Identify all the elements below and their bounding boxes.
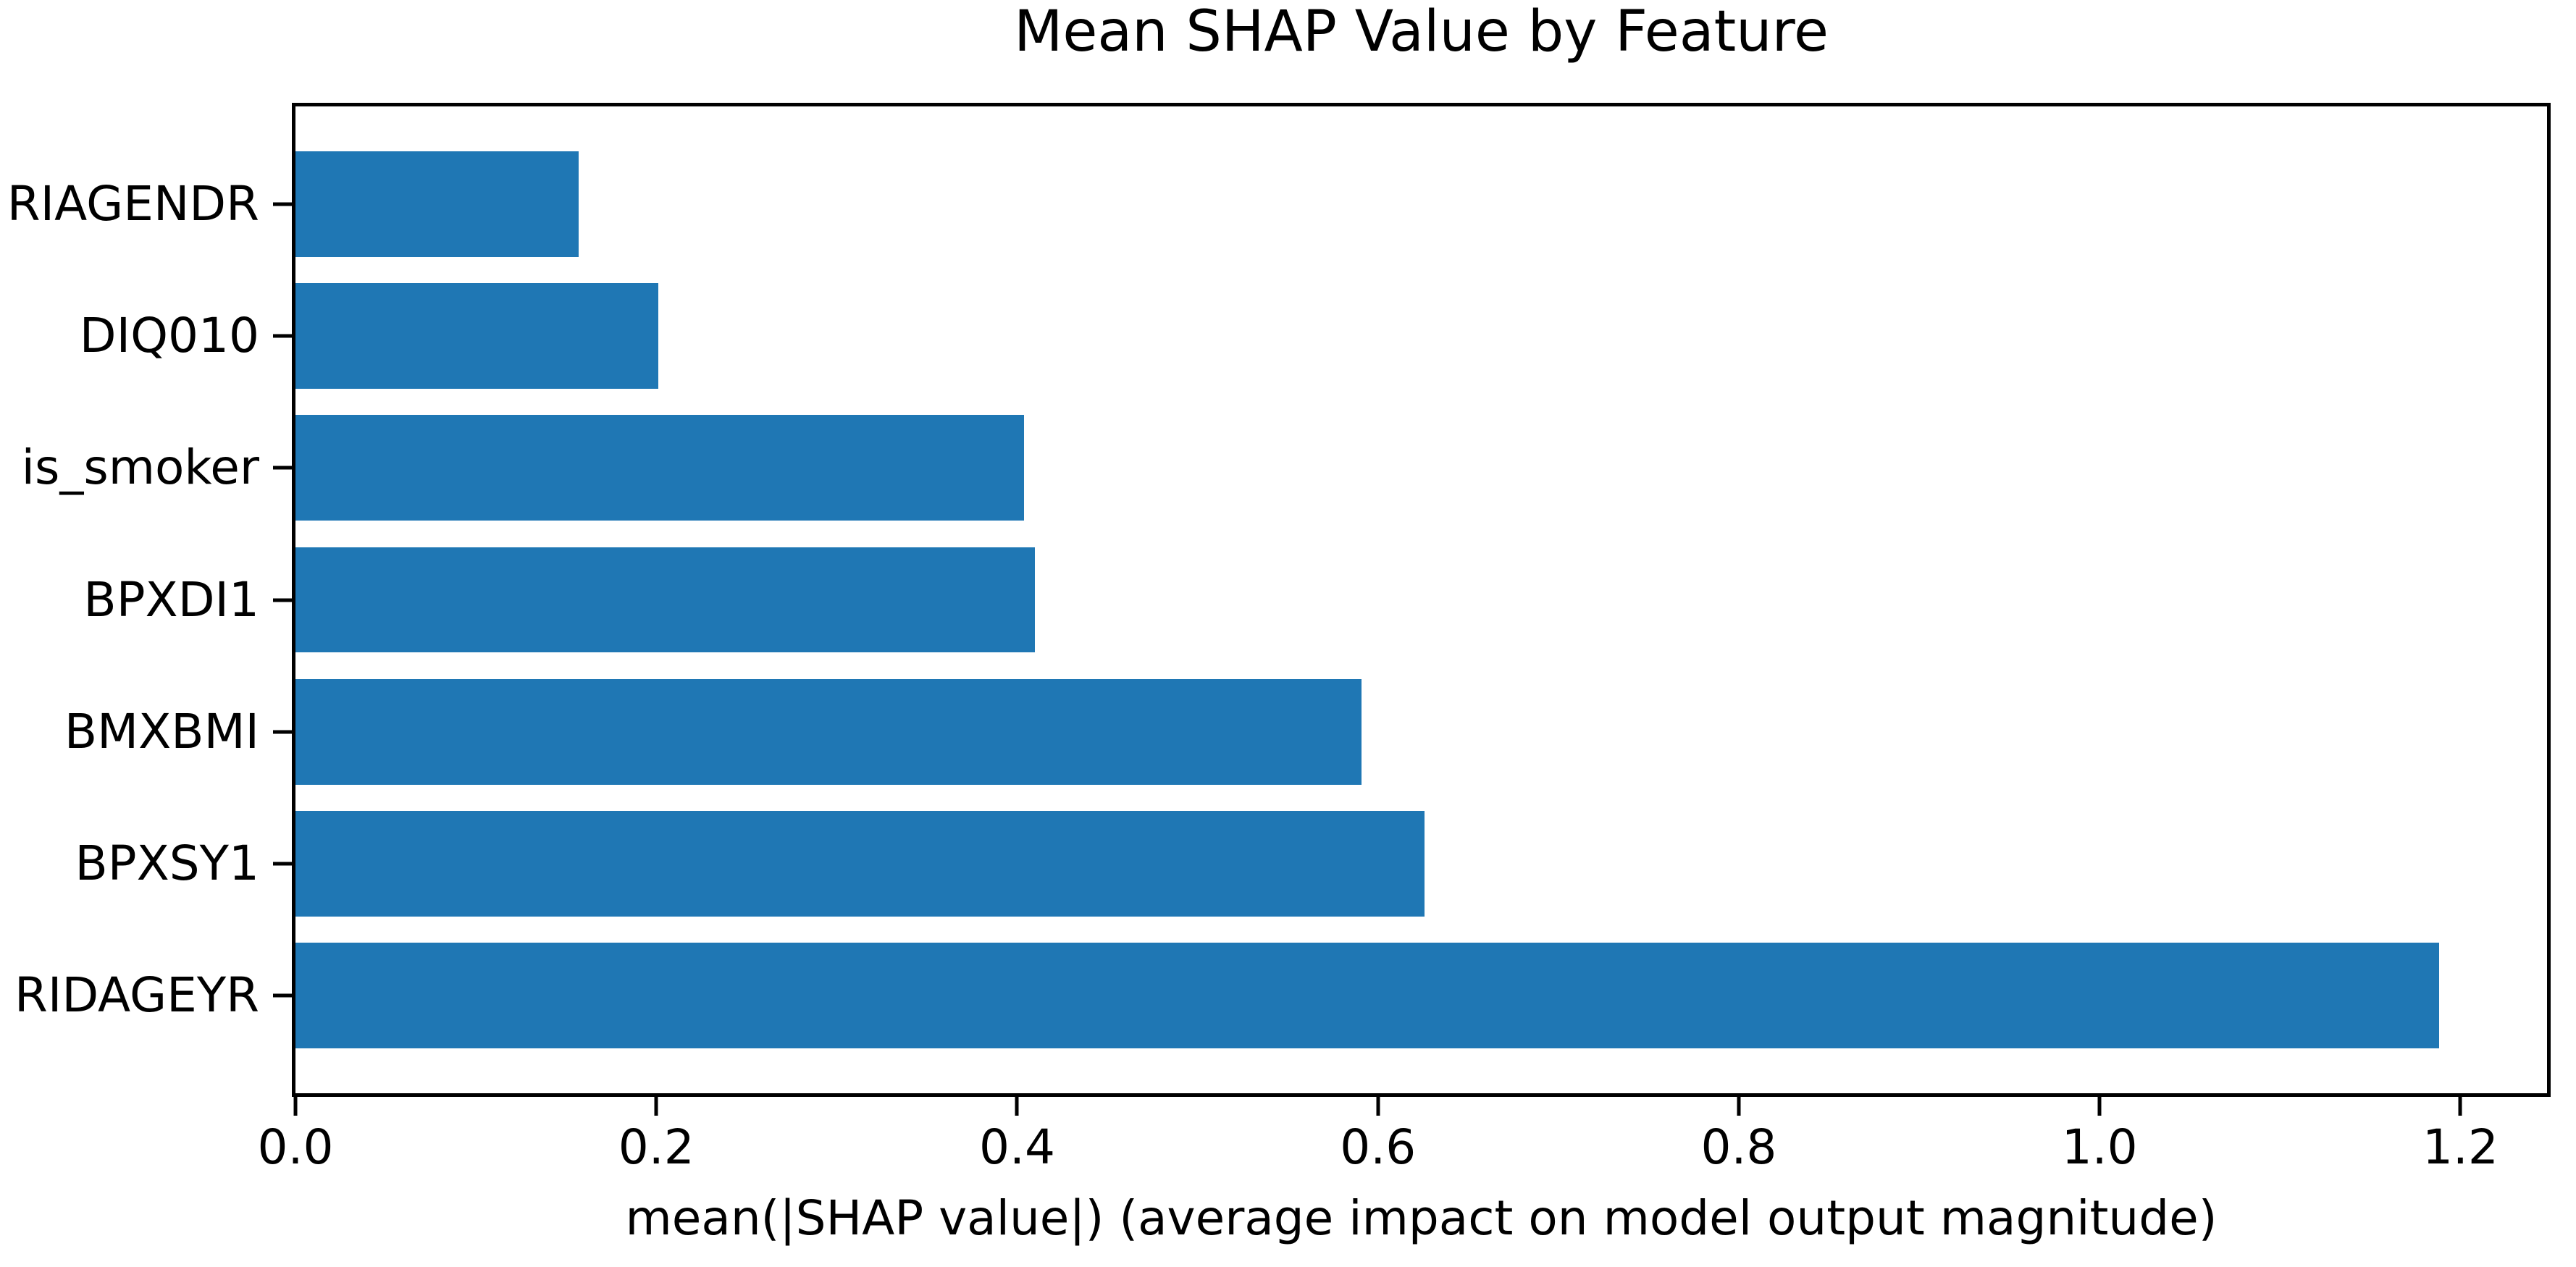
y-tick-label-is_smoker: is_smoker	[21, 439, 259, 496]
y-tick-mark	[273, 466, 292, 470]
x-tick-mark	[1737, 1097, 1741, 1116]
y-tick-mark	[273, 334, 292, 338]
chart-title: Mean SHAP Value by Feature	[1014, 0, 1829, 64]
y-tick-label-ridageyr: RIDAGEYR	[14, 967, 259, 1024]
y-tick-label-bmxbmi: BMXBMI	[64, 703, 259, 759]
x-tick-label-1.2: 1.2	[2422, 1119, 2499, 1175]
x-tick-label-0.8: 0.8	[1700, 1119, 1777, 1175]
y-tick-label-bpxdi1: BPXDI1	[83, 571, 259, 628]
plot-area	[292, 103, 2551, 1097]
bar-diq010	[295, 283, 658, 389]
x-tick-label-0.2: 0.2	[618, 1119, 695, 1175]
bar-riagendr	[295, 151, 579, 257]
x-tick-mark	[654, 1097, 658, 1116]
x-tick-mark	[2097, 1097, 2102, 1116]
bar-bpxdi1	[295, 547, 1036, 653]
y-tick-mark	[273, 862, 292, 866]
x-tick-mark	[293, 1097, 298, 1116]
bar-bpxsy1	[295, 811, 1425, 917]
y-tick-label-diq010: DIQ010	[79, 308, 259, 364]
x-tick-mark	[1376, 1097, 1380, 1116]
x-tick-mark	[2458, 1097, 2462, 1116]
y-tick-mark	[273, 598, 292, 602]
y-tick-mark	[273, 730, 292, 734]
y-tick-label-riagendr: RIAGENDR	[7, 175, 259, 232]
x-tick-label-0.0: 0.0	[257, 1119, 334, 1175]
x-tick-label-0.6: 0.6	[1340, 1119, 1417, 1175]
x-tick-label-1.0: 1.0	[2061, 1119, 2138, 1175]
bar-ridageyr	[295, 943, 2439, 1049]
bar-bmxbmi	[295, 678, 1362, 785]
x-axis-label: mean(|SHAP value|) (average impact on mo…	[625, 1190, 2218, 1246]
y-tick-mark	[273, 993, 292, 998]
y-tick-label-bpxsy1: BPXSY1	[75, 835, 260, 891]
x-tick-label-0.4: 0.4	[978, 1119, 1055, 1175]
y-tick-mark	[273, 202, 292, 206]
bar-is_smoker	[295, 415, 1025, 521]
x-tick-mark	[1015, 1097, 1019, 1116]
